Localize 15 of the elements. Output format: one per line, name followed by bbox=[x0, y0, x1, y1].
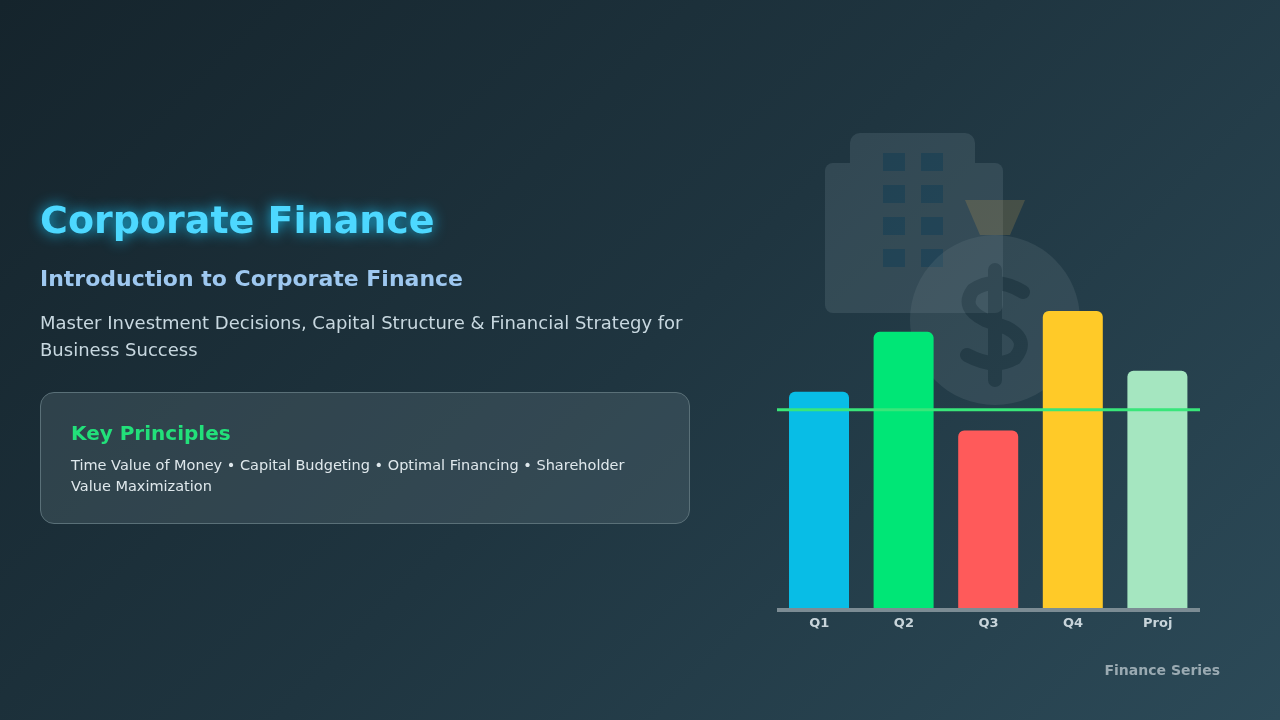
text: Finance Series bbox=[1104, 662, 1220, 678]
x-tick-label: Q2 bbox=[893, 615, 914, 631]
text: Introduction to Corporate Finance bbox=[40, 266, 464, 291]
bar bbox=[873, 331, 934, 610]
x-tick-label: Q3 bbox=[978, 615, 999, 631]
x-tick-label: Q1 bbox=[809, 615, 830, 631]
text: Master Investment Decisions, Capital Structure & Financial Strategy for Business Success bbox=[40, 311, 684, 362]
text: Time Value of Money • Capital Budgeting • Optimal Financing • Shareholder Value Maximization bbox=[71, 456, 626, 496]
bar bbox=[958, 430, 1019, 610]
text: Corporate Finance bbox=[40, 198, 435, 242]
text: Key Principles bbox=[71, 421, 232, 445]
x-tick-label: Proj bbox=[1143, 615, 1173, 631]
bar bbox=[1127, 370, 1188, 610]
bar bbox=[789, 391, 849, 610]
x-tick-label: Q4 bbox=[1063, 615, 1084, 631]
